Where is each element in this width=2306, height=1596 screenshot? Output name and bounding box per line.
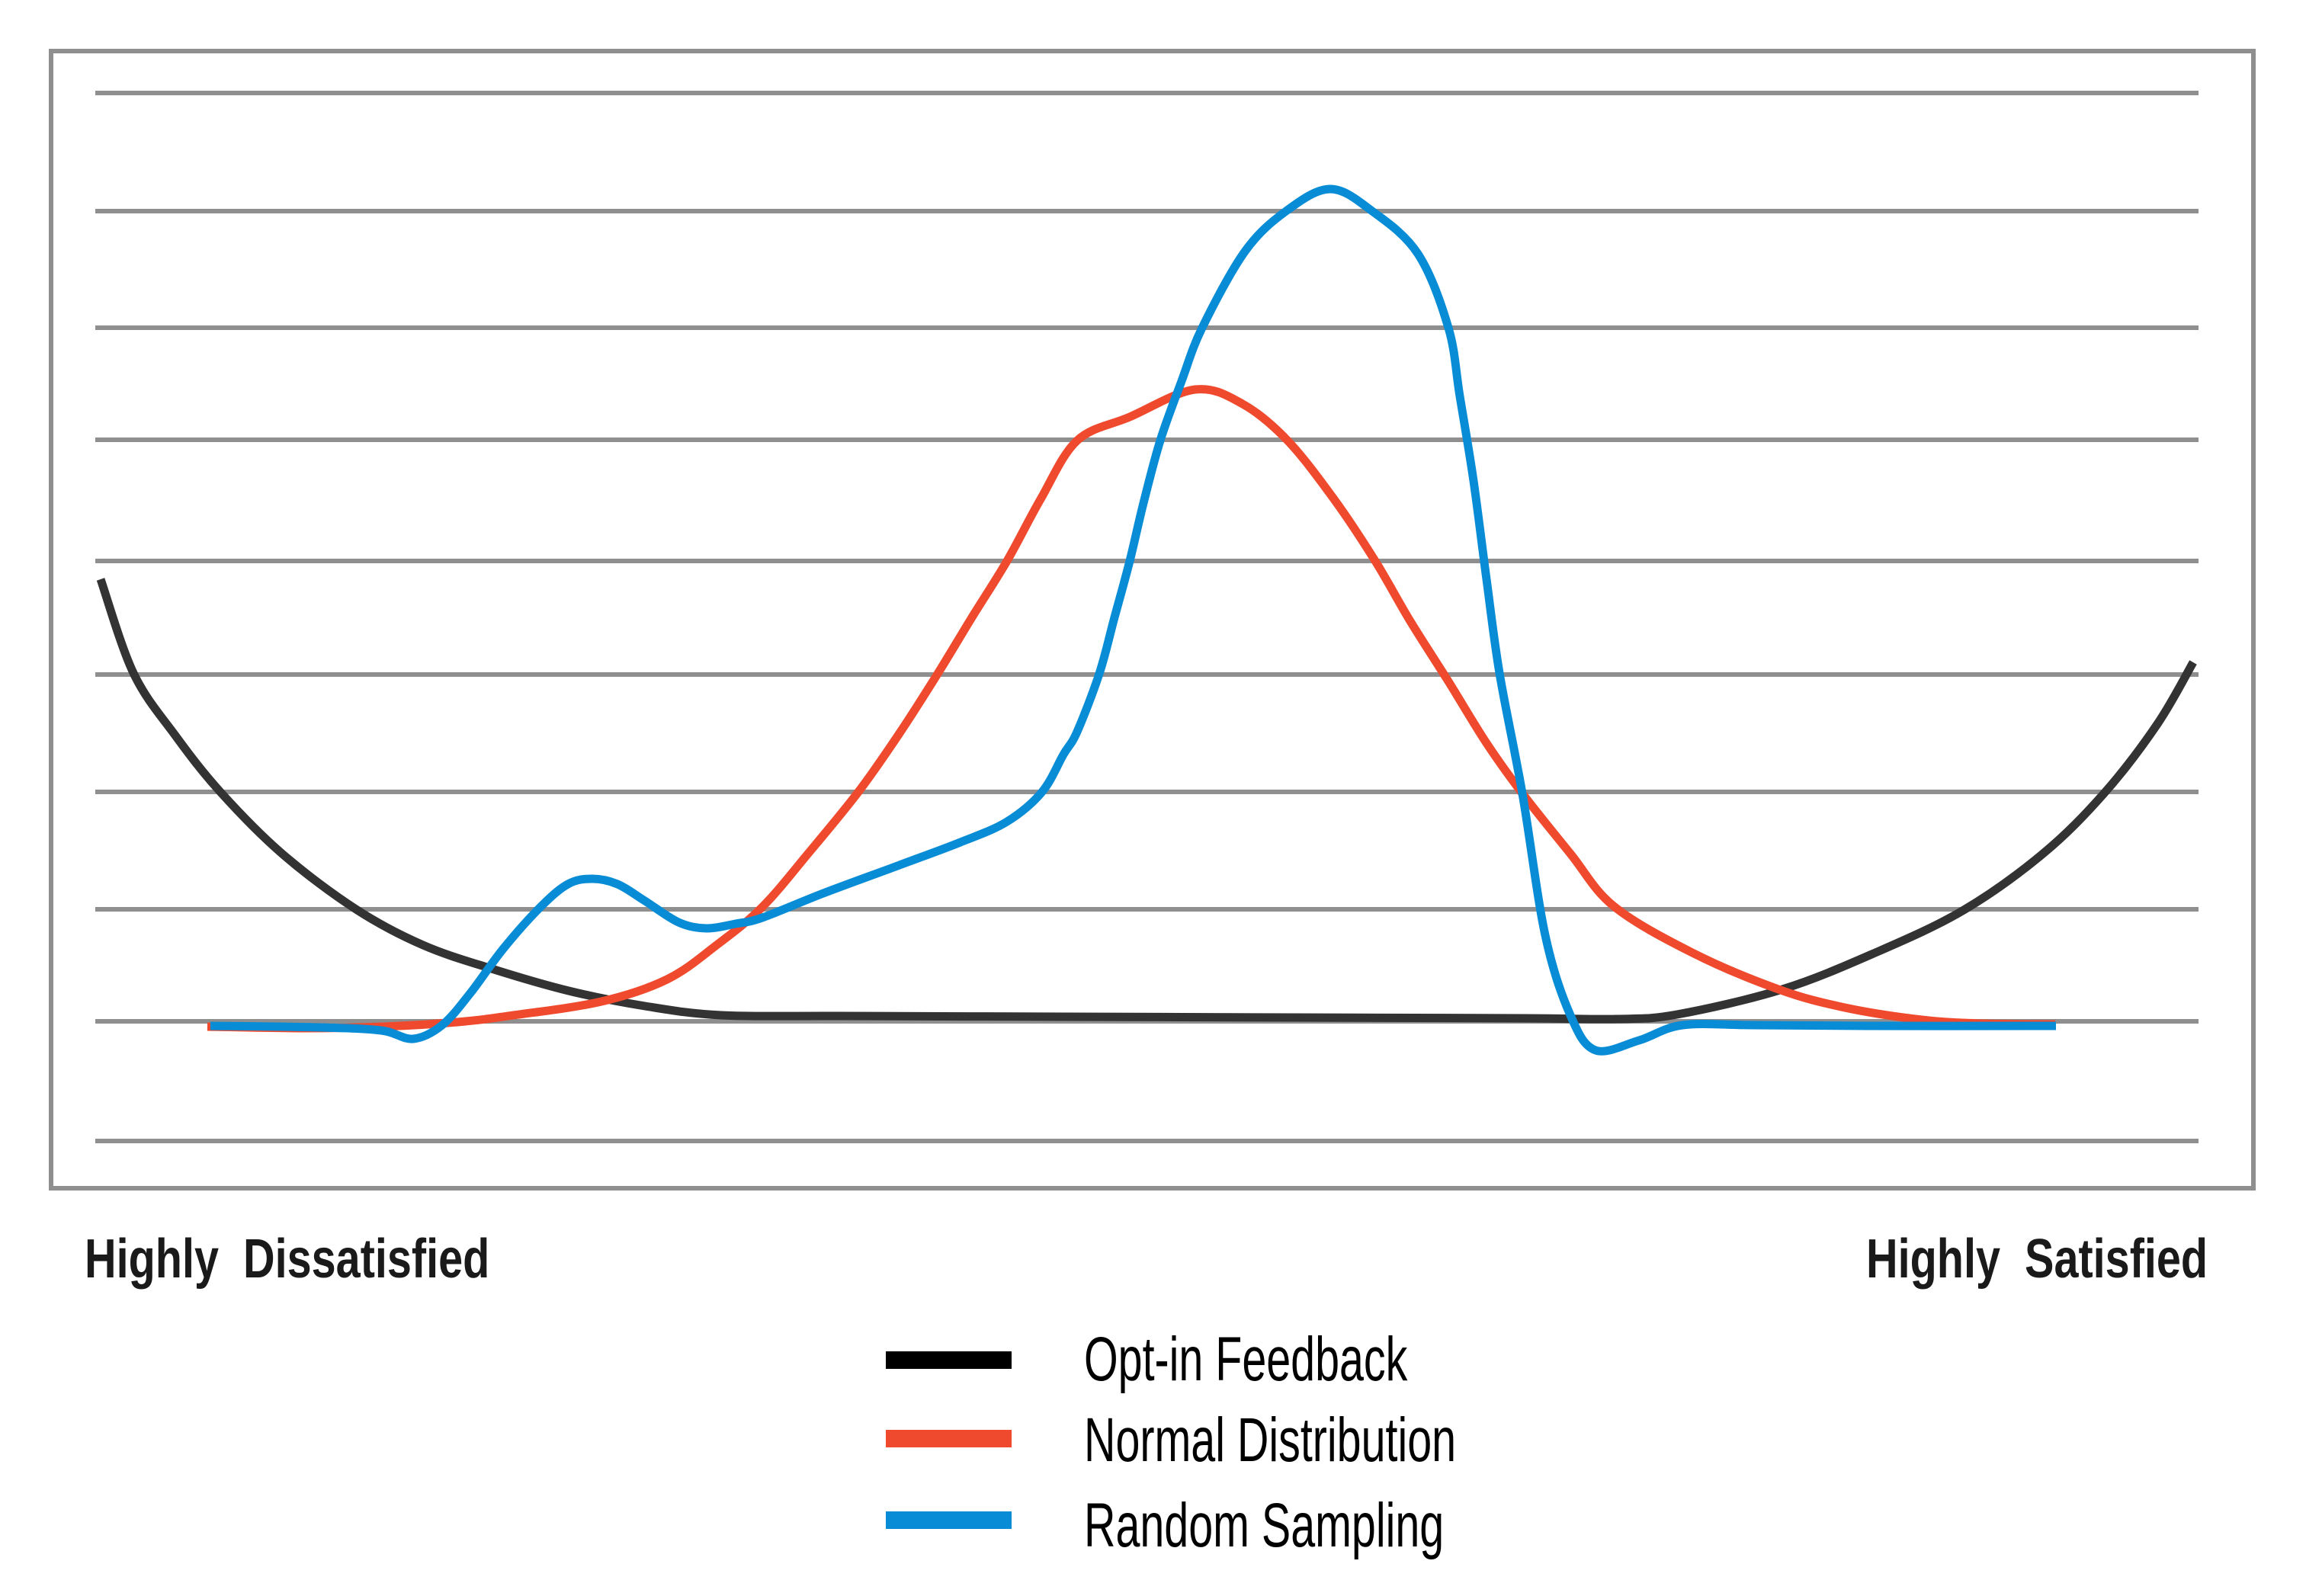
x-axis-label-left: Highly Dissatisfied [85,1229,490,1290]
normal-distribution-line [207,385,2056,1033]
legend-label: Opt-in Feedback [1084,1325,1408,1394]
legend-label: Normal Distribution [1084,1405,1457,1475]
opt-in-feedback-line [96,578,2197,1024]
x-axis-label-right: Highly Satisfied [1865,1229,2208,1290]
legend-swatch-black [886,1351,1012,1369]
legend-swatch-blue [886,1511,1012,1529]
legend-swatch-red [886,1430,1012,1447]
legend-label: Random Sampling [1084,1491,1445,1560]
random-sampling-line [210,184,2057,1056]
plot-frame [49,49,2256,1191]
series-lines [96,184,2197,1056]
